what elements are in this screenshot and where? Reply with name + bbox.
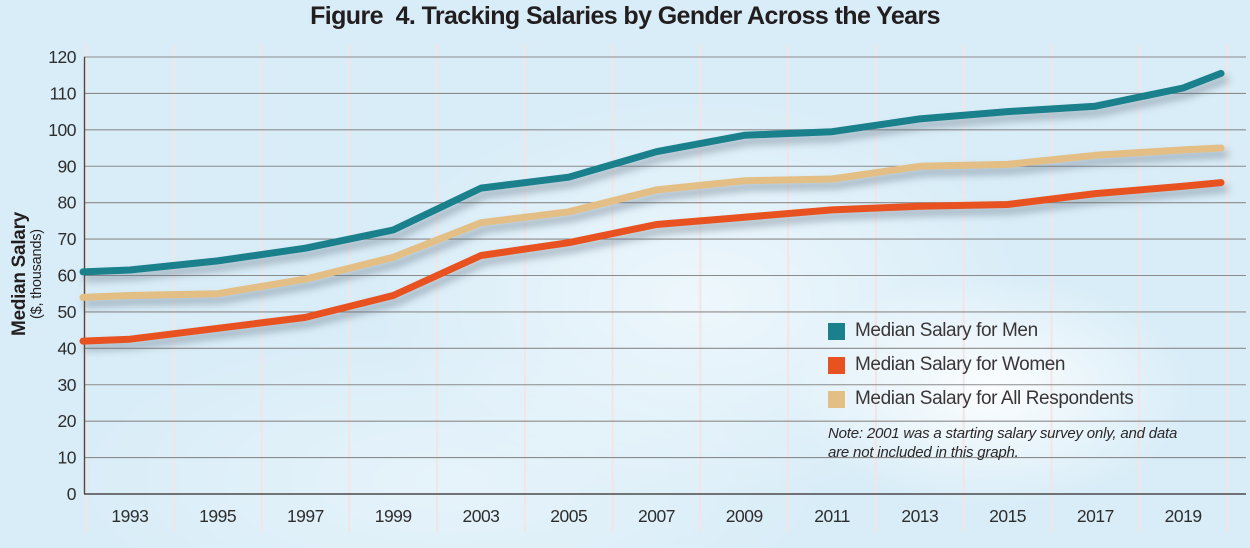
survey-note-line2: are not included in this graph. xyxy=(828,444,1019,461)
y-tick-label: 80 xyxy=(58,193,77,213)
x-tick-label: 2007 xyxy=(638,506,675,526)
y-tick-label: 100 xyxy=(48,120,76,140)
x-tick-label: 2017 xyxy=(1077,506,1114,526)
x-tick-label: 1997 xyxy=(287,506,324,526)
y-tick-label: 10 xyxy=(58,448,77,468)
x-tick-label: 2003 xyxy=(462,506,499,526)
y-tick-label: 50 xyxy=(58,302,77,322)
legend-label-women: Median Salary for Women xyxy=(855,354,1066,375)
legend-label-all: Median Salary for All Respondents xyxy=(855,388,1134,409)
series-line-median-salary-for-women xyxy=(79,179,1225,345)
men-series-swatch-icon xyxy=(828,322,845,340)
y-tick-label: 60 xyxy=(58,266,77,286)
y-tick-label: 20 xyxy=(58,411,77,431)
y-tick-label: 40 xyxy=(58,338,77,358)
x-tick-label: 2009 xyxy=(726,506,763,526)
y-tick-label: 70 xyxy=(58,229,77,249)
y-tick-label: 120 xyxy=(48,47,76,67)
y-tick-label: 30 xyxy=(58,375,77,395)
figure-title: Figure 4. Tracking Salaries by Gender Ac… xyxy=(310,2,940,30)
x-tick-label: 2013 xyxy=(901,506,938,526)
x-tick-label: 2011 xyxy=(814,506,850,526)
all-series-swatch-icon xyxy=(828,390,845,408)
x-tick-label: 2005 xyxy=(550,506,587,526)
survey-note: Note: 2001 was a starting salary survey … xyxy=(828,424,1178,462)
series-line-median-salary-for-men xyxy=(79,69,1225,276)
legend-item-all: Median Salary for All Respondents xyxy=(828,388,1134,409)
survey-note-line1: Note: 2001 was a starting salary survey … xyxy=(828,425,1178,442)
x-tick-label: 2019 xyxy=(1165,506,1202,526)
x-tick-label: 1995 xyxy=(199,506,236,526)
y-tick-label: 0 xyxy=(67,484,77,504)
y-tick-label: 110 xyxy=(50,83,77,103)
x-tick-label: 2015 xyxy=(989,506,1026,526)
x-tick-label: 1999 xyxy=(375,506,412,526)
y-tick-label: 90 xyxy=(58,156,77,176)
legend-item-women: Median Salary for Women xyxy=(828,354,1133,375)
x-tick-label: 1993 xyxy=(111,506,148,526)
chart-legend: Median Salary for Men Median Salary for … xyxy=(828,320,1134,423)
legend-item-men: Median Salary for Men xyxy=(828,320,1133,341)
legend-label-men: Median Salary for Men xyxy=(855,320,1038,341)
series-line-median-salary-for-all-respondents xyxy=(79,144,1225,301)
women-series-swatch-icon xyxy=(828,356,845,374)
